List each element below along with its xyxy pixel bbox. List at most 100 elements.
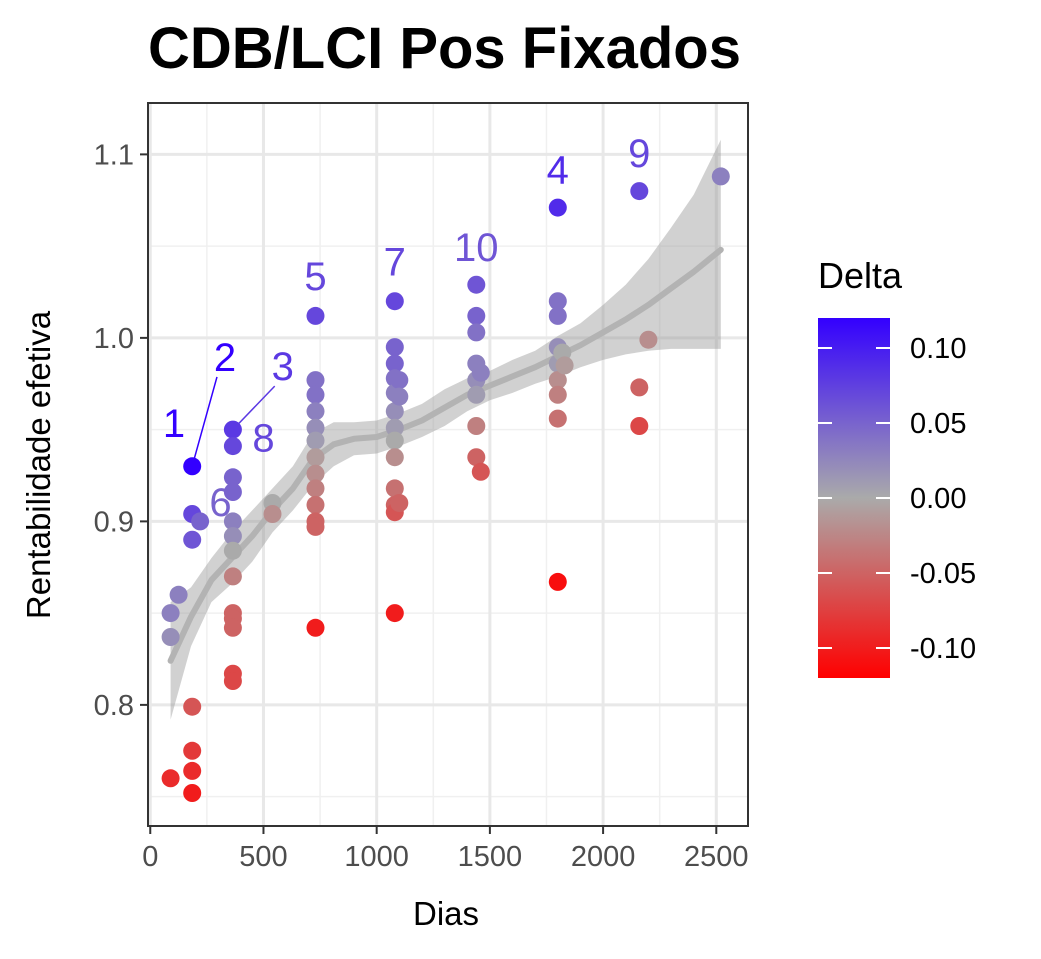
- data-point: [467, 448, 486, 467]
- data-point: [183, 530, 202, 549]
- data-point: [630, 182, 649, 201]
- data-point: [306, 385, 325, 404]
- data-point: [223, 567, 242, 586]
- data-point: [223, 527, 242, 546]
- data-point: [467, 323, 486, 342]
- legend-label: -0.05: [910, 558, 976, 590]
- data-point: [223, 483, 242, 501]
- data-point: [161, 604, 180, 623]
- data-point: [306, 464, 325, 483]
- data-point: [306, 371, 325, 390]
- y-tick-label: 1.0: [94, 323, 134, 355]
- x-tick-label: 2500: [684, 841, 749, 873]
- chart-title: CDB/LCI Pos Fixados: [148, 16, 741, 81]
- data-point: [306, 306, 325, 325]
- data-point: [385, 448, 404, 467]
- data-point: [183, 741, 202, 760]
- plot-border: [147, 102, 749, 827]
- grid-minor: [148, 103, 748, 826]
- data-point: [630, 417, 649, 435]
- data-point: [385, 418, 404, 437]
- annotation-label: 5: [304, 255, 326, 299]
- data-point: [306, 517, 325, 536]
- data-point: [385, 338, 404, 357]
- legend-label: -0.10: [910, 633, 976, 665]
- data-point: [385, 604, 404, 623]
- data-point: [306, 618, 325, 637]
- data-point: [223, 618, 242, 637]
- data-point: [385, 431, 404, 450]
- plot-area: [148, 103, 748, 826]
- annotation-leader: [232, 385, 276, 431]
- y-axis-title: Rentabilidade efetiva: [20, 310, 57, 619]
- x-tick-label: 500: [239, 841, 287, 873]
- y-tick-label: 0.9: [94, 506, 134, 538]
- data-point: [390, 387, 409, 406]
- legend-label: 0.05: [910, 408, 966, 440]
- annotation-label: 2: [214, 336, 236, 380]
- y-tick-label: 1.1: [94, 139, 134, 171]
- data-point: [306, 448, 325, 467]
- annotation-label: 8: [252, 417, 274, 461]
- data-point: [385, 402, 404, 421]
- loess-curve: [167, 246, 724, 664]
- data-point: [306, 495, 325, 514]
- data-point: [183, 784, 202, 802]
- data-point: [467, 385, 486, 404]
- data-point: [548, 409, 567, 428]
- data-point: [548, 292, 567, 311]
- data-point: [223, 541, 242, 560]
- data-point: [183, 761, 202, 780]
- plot-background: [148, 103, 748, 826]
- data-point: [385, 479, 404, 498]
- data-point: [467, 417, 486, 435]
- smooth-line: [167, 246, 724, 664]
- data-point: [223, 437, 242, 456]
- data-point: [306, 418, 325, 437]
- data-point: [306, 402, 325, 421]
- x-tick-label: 1500: [458, 841, 523, 873]
- scatter-points: [161, 167, 730, 802]
- axes: 0 500 1000 1500 2000 2500 0.8 0.9 1.0 1.1: [94, 102, 749, 873]
- legend-label: 0.00: [910, 483, 966, 515]
- data-point: [555, 356, 574, 375]
- data-point: [390, 494, 409, 512]
- annotation-label: 6: [209, 481, 231, 525]
- legend-ticks: 0.10 0.05 0.00 -0.05 -0.10: [818, 333, 976, 665]
- data-point: [306, 479, 325, 498]
- data-point: [711, 167, 730, 186]
- annotation-leader: [191, 376, 218, 467]
- data-point: [223, 468, 242, 487]
- x-tick-label: 1000: [344, 841, 409, 873]
- data-point: [223, 672, 242, 690]
- data-point: [467, 275, 486, 294]
- annotation-label: 3: [272, 345, 294, 389]
- data-point: [385, 292, 404, 311]
- x-tick-label: 2000: [571, 841, 636, 873]
- data-point: [471, 462, 490, 481]
- data-point: [548, 572, 567, 591]
- annotation-label: 7: [384, 241, 406, 285]
- data-point: [223, 512, 242, 531]
- data-point: [548, 371, 567, 390]
- x-tick-label: 0: [142, 841, 158, 873]
- annotation-label: 4: [547, 149, 569, 193]
- y-tick-label: 0.8: [94, 690, 134, 722]
- data-point: [191, 512, 210, 531]
- data-point: [467, 306, 486, 325]
- data-point: [306, 431, 325, 450]
- data-point: [161, 769, 180, 788]
- point-annotations: 12 3 86 5 7 10 4 9: [163, 132, 651, 525]
- legend-label: 0.10: [910, 333, 966, 365]
- data-point: [548, 198, 567, 217]
- data-point: [169, 585, 188, 604]
- annotation-label: 1: [163, 402, 185, 446]
- data-point: [263, 505, 282, 523]
- x-axis-title: Dias: [413, 895, 479, 932]
- annotation-label: 10: [454, 226, 499, 270]
- data-point: [630, 378, 649, 397]
- data-point: [385, 354, 404, 373]
- annotation-label: 9: [628, 132, 650, 176]
- data-point: [548, 306, 567, 325]
- legend-title: Delta: [818, 255, 903, 296]
